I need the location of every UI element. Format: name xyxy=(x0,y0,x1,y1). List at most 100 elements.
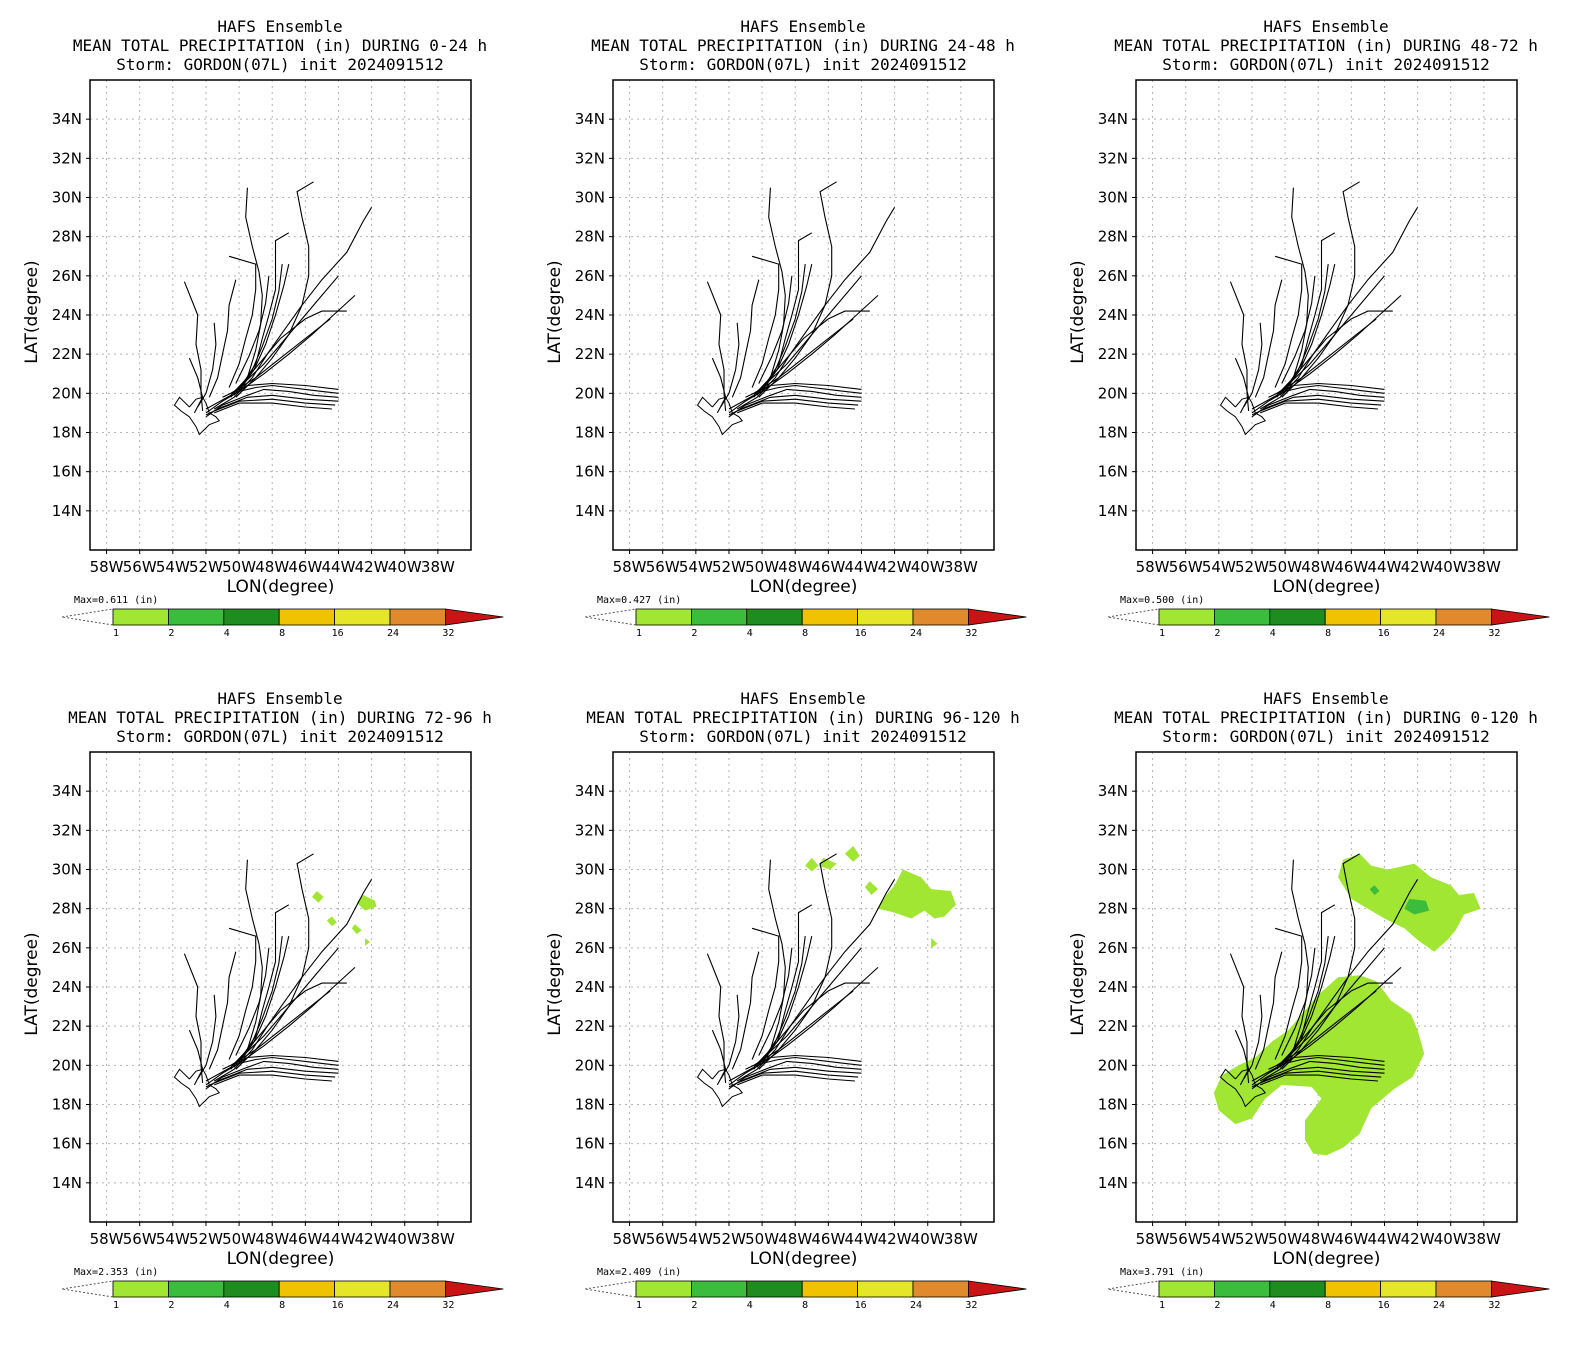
map-panel-5: HAFS Ensemble MEAN TOTAL PRECIPITATION (i… xyxy=(523,672,1049,1348)
colorbar-segment xyxy=(801,608,859,626)
chart-title-line-2: MEAN TOTAL PRECIPITATION (in) DURING 96-… xyxy=(586,708,1019,727)
chart-title-line-1: HAFS Ensemble xyxy=(740,689,865,708)
ensemble-track xyxy=(228,255,257,388)
chart-title-line-1: HAFS Ensemble xyxy=(217,689,342,708)
colorbar-segment xyxy=(167,1280,225,1298)
lat-tick-label: 26N xyxy=(1098,267,1128,285)
colorbar-level-label: 4 xyxy=(224,628,230,639)
ensemble-track xyxy=(1251,384,1385,414)
ensemble-track xyxy=(238,966,356,1064)
lon-tick-label: 58W xyxy=(1136,558,1170,576)
colorbar-level-label: 2 xyxy=(691,1300,697,1311)
colorbar-segment xyxy=(635,608,692,626)
colorbar-level-label: 24 xyxy=(1433,628,1445,639)
lat-tick-label: 32N xyxy=(1098,149,1128,167)
precip-area xyxy=(351,924,362,935)
ensemble-track xyxy=(706,281,727,412)
lon-tick-label: 40W xyxy=(1434,558,1468,576)
lat-tick-label: 24N xyxy=(1098,978,1128,996)
ensemble-track xyxy=(736,398,859,412)
ensemble-track xyxy=(1259,879,1419,1082)
lon-tick-label: 42W xyxy=(355,558,389,576)
colorbar-high-triangle xyxy=(444,1280,504,1298)
ensemble-track xyxy=(761,966,879,1064)
colorbar-low-triangle xyxy=(1107,608,1160,626)
lon-tick-label: 44W xyxy=(845,558,879,576)
colorbar-segment xyxy=(389,608,446,626)
ensemble-track xyxy=(235,947,270,1056)
colorbar-segment xyxy=(1158,608,1215,626)
coastline xyxy=(696,1068,744,1108)
lat-tick-label: 26N xyxy=(52,939,82,957)
ensemble-track xyxy=(1254,279,1283,398)
colorbar-low-triangle xyxy=(584,1280,637,1298)
max-label: Max=3.791 (in) xyxy=(1120,1267,1204,1278)
lon-tick-label: 38W xyxy=(1467,1230,1501,1248)
lat-tick-label: 22N xyxy=(575,1017,605,1035)
ensemble-track xyxy=(1281,275,1316,384)
lon-tick-label: 46W xyxy=(1334,1230,1368,1248)
precip-area xyxy=(312,891,324,903)
colorbar-segment xyxy=(389,1280,446,1298)
map-frame xyxy=(612,79,995,551)
lat-tick-label: 30N xyxy=(52,189,82,207)
lon-tick-label: 44W xyxy=(845,1230,879,1248)
ensemble-track xyxy=(1284,275,1385,388)
ensemble-track xyxy=(1274,927,1303,1060)
y-axis-label: LAT(degree) xyxy=(1068,260,1088,363)
lat-tick-label: 26N xyxy=(1098,939,1128,957)
precip-area xyxy=(326,916,337,927)
colorbar-segment xyxy=(1435,608,1492,626)
ensemble-track xyxy=(235,275,270,384)
lon-tick-label: 44W xyxy=(1368,558,1402,576)
lat-tick-label: 28N xyxy=(52,228,82,246)
lat-tick-label: 24N xyxy=(575,306,605,324)
ensemble-track xyxy=(761,294,879,392)
ensemble-track xyxy=(213,1074,332,1086)
ensemble-track xyxy=(728,1056,862,1086)
lat-tick-label: 28N xyxy=(575,900,605,918)
ensemble-track xyxy=(1259,207,1419,410)
ensemble-track xyxy=(758,181,837,398)
lon-tick-label: 42W xyxy=(878,558,912,576)
colorbar-level-label: 24 xyxy=(910,628,922,639)
lat-tick-label: 32N xyxy=(1098,821,1128,839)
coastline xyxy=(1219,396,1267,436)
ensemble-track xyxy=(761,275,862,388)
lon-tick-label: 50W xyxy=(1268,1230,1302,1248)
lat-tick-label: 14N xyxy=(52,1174,82,1192)
colorbar-segment xyxy=(635,1280,692,1298)
lon-tick-label: 50W xyxy=(222,1230,256,1248)
colorbar-level-label: 8 xyxy=(1325,1300,1331,1311)
colorbar-level-label: 16 xyxy=(332,1300,344,1311)
lon-tick-label: 44W xyxy=(1368,1230,1402,1248)
x-axis-label: LON(degree) xyxy=(750,1249,858,1269)
ensemble-track xyxy=(238,275,339,388)
lon-tick-label: 44W xyxy=(322,558,356,576)
lat-tick-label: 32N xyxy=(575,821,605,839)
ensemble-track xyxy=(1276,318,1377,394)
colorbar-segment xyxy=(1435,1280,1492,1298)
ensemble-track xyxy=(736,879,896,1082)
chart-title-line-1: HAFS Ensemble xyxy=(217,17,342,36)
ensemble-track xyxy=(1251,982,1393,1082)
lon-tick-label: 42W xyxy=(878,1230,912,1248)
ensemble-track xyxy=(720,322,740,408)
colorbar-level-label: 32 xyxy=(965,628,977,639)
lon-tick-label: 50W xyxy=(1268,558,1302,576)
colorbar-segment xyxy=(857,1280,914,1298)
lon-tick-label: 52W xyxy=(1235,1230,1269,1248)
lon-tick-label: 56W xyxy=(646,558,680,576)
lat-tick-label: 20N xyxy=(575,384,605,402)
colorbar-segment xyxy=(690,1280,748,1298)
map-panel-4: HAFS Ensemble MEAN TOTAL PRECIPITATION (i… xyxy=(0,672,526,1348)
lon-tick-label: 52W xyxy=(712,558,746,576)
lat-tick-label: 20N xyxy=(52,384,82,402)
precip-area xyxy=(1369,885,1380,895)
lon-tick-label: 48W xyxy=(255,1230,289,1248)
lon-tick-label: 48W xyxy=(778,558,812,576)
ensemble-track xyxy=(728,1060,862,1090)
lon-tick-label: 38W xyxy=(1467,558,1501,576)
x-axis-label: LON(degree) xyxy=(750,577,858,597)
